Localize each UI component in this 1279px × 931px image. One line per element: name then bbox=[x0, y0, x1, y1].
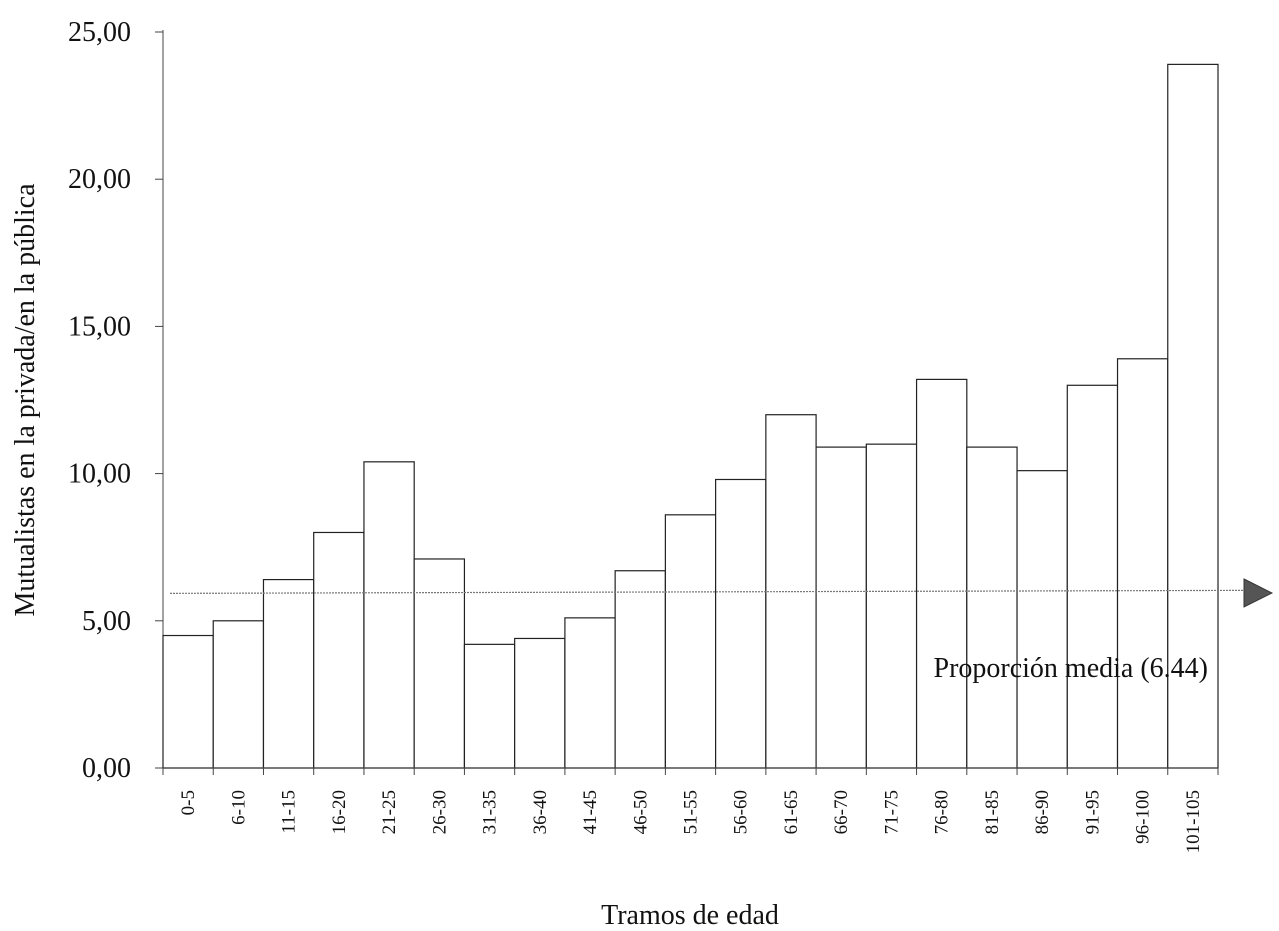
x-tick-label: 91-95 bbox=[1082, 790, 1103, 834]
y-tick-label: 10,00 bbox=[68, 459, 131, 490]
x-tick-label: 36-40 bbox=[530, 790, 551, 834]
y-axis: 0,00 5,00 10,00 15,00 20,00 25,00 bbox=[68, 17, 164, 784]
mean-annotation-label: Proporción media (6.44) bbox=[934, 653, 1209, 684]
mean-line bbox=[169, 589, 1247, 594]
x-tick-label: 76-80 bbox=[932, 790, 953, 834]
bar-56-60 bbox=[715, 478, 767, 769]
x-tick-label: 31-35 bbox=[480, 790, 501, 834]
bar-51-55 bbox=[664, 514, 717, 769]
bar-21-25 bbox=[363, 461, 415, 769]
bar-86-90 bbox=[1016, 470, 1068, 769]
x-tick-label: 6-10 bbox=[228, 790, 249, 825]
x-tick-label: 96-100 bbox=[1133, 790, 1154, 844]
x-tick-label: 26-30 bbox=[429, 790, 450, 834]
bar-76-80 bbox=[915, 378, 968, 769]
bar-101-105 bbox=[1167, 63, 1219, 769]
y-tick-label: 15,00 bbox=[68, 311, 131, 342]
x-axis: 0-5 6-10 11-15 16-20 21-25 26-30 31-35 36-40 41-… bbox=[162, 767, 1219, 853]
y-tick-label: 20,00 bbox=[68, 164, 131, 195]
x-tick-label: 86-90 bbox=[1032, 790, 1053, 834]
x-tick-label: 81-85 bbox=[982, 790, 1003, 834]
bar-71-75 bbox=[865, 443, 918, 769]
x-tick-label: 66-70 bbox=[831, 790, 852, 834]
bar-36-40 bbox=[514, 637, 566, 769]
x-tick-label: 56-60 bbox=[731, 790, 752, 834]
bar-41-45 bbox=[564, 617, 616, 769]
y-axis-title: Mutualistas en la privada/en la pública bbox=[10, 183, 41, 617]
bar-31-35 bbox=[463, 643, 516, 769]
x-tick-label: 0-5 bbox=[178, 790, 199, 815]
bar-0-5 bbox=[162, 634, 214, 769]
bar-16-20 bbox=[313, 531, 365, 769]
x-tick-label: 21-25 bbox=[379, 790, 400, 834]
y-tick-label: 5,00 bbox=[82, 606, 131, 637]
bar-46-50 bbox=[614, 570, 666, 769]
x-tick-label: 51-55 bbox=[681, 790, 702, 834]
x-tick-label: 71-75 bbox=[881, 790, 902, 834]
bar-66-70 bbox=[815, 446, 867, 769]
bars bbox=[162, 63, 1219, 769]
x-tick-label: 61-65 bbox=[781, 790, 802, 834]
bar-96-100 bbox=[1116, 358, 1169, 769]
bar-91-95 bbox=[1066, 384, 1119, 769]
x-tick-label: 101-105 bbox=[1183, 790, 1204, 853]
x-tick-label: 11-15 bbox=[279, 790, 300, 834]
bar-26-30 bbox=[413, 558, 466, 769]
x-tick-label: 46-50 bbox=[630, 790, 651, 834]
arrow-right-icon bbox=[1243, 578, 1274, 608]
x-tick-label: 16-20 bbox=[329, 790, 350, 834]
y-tick-label: 0,00 bbox=[82, 753, 131, 784]
bar-6-10 bbox=[212, 620, 265, 769]
mean-reference-line bbox=[169, 578, 1274, 608]
x-tick-label: 41-45 bbox=[580, 790, 601, 834]
bar-11-15 bbox=[262, 578, 315, 769]
y-tick-label: 25,00 bbox=[68, 17, 131, 48]
bar-81-85 bbox=[966, 446, 1018, 769]
x-axis-title: Tramos de edad bbox=[601, 900, 779, 931]
